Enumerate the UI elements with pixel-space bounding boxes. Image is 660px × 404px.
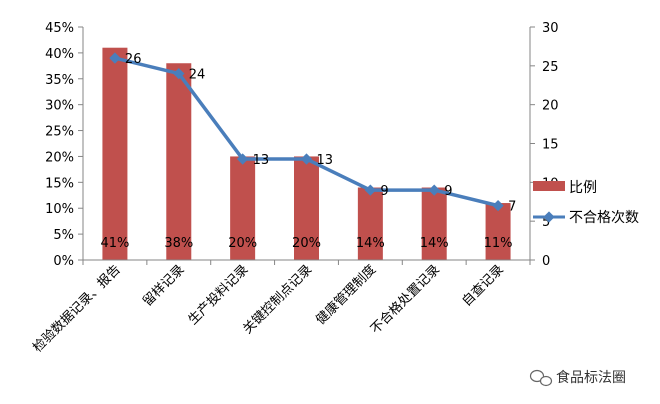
bar: [357, 187, 383, 260]
right-tick-label: 25: [542, 60, 559, 75]
left-tick-label: 35%: [45, 73, 74, 88]
right-tick-label: 5: [542, 215, 550, 230]
line-value-label: 9: [444, 184, 452, 199]
bar: [485, 203, 511, 260]
left-tick-label: 25%: [45, 125, 74, 140]
bar: [421, 187, 447, 260]
category-label: 留样记录: [140, 262, 187, 309]
line-value-label: 26: [125, 52, 142, 67]
category-labels: 检验数据记录、报告 留样记录生产投料记录关键控制点记录健康管理制度不合格处置记录自…: [30, 262, 507, 356]
wechat-icon: [529, 369, 553, 387]
line-point: [428, 184, 440, 196]
bar-value-label: 41%: [100, 236, 129, 251]
bar-value-label: 11%: [484, 236, 513, 251]
line-value-label: 13: [317, 153, 334, 168]
right-tick-label: 15: [542, 138, 559, 153]
category-label: 关键控制点记录: [240, 262, 315, 337]
watermark: 食品标法圈: [529, 369, 626, 387]
right-tick-label: 30: [542, 21, 559, 36]
left-tick-label: 20%: [45, 150, 74, 165]
data-labels: 41% 38% 20% 20% 14% 14% 11% 26 24 13 13 9 9 7: [100, 52, 516, 251]
category-label: 生产投料记录: [185, 262, 251, 328]
line-point: [364, 184, 377, 196]
line-point: [300, 153, 313, 165]
legend-label-ratio: 比例: [569, 180, 597, 196]
bar-value-label: 38%: [164, 236, 193, 251]
bar: [294, 156, 319, 260]
line-point: [236, 153, 249, 165]
line-value-label: 13: [253, 153, 270, 168]
left-tick-label: 0%: [53, 254, 74, 269]
right-tick-label: 0: [542, 254, 550, 269]
line-value-label: 24: [189, 68, 206, 83]
bar: [102, 47, 128, 260]
category-label: 健康管理制度: [313, 262, 379, 328]
left-tick-label: 10%: [45, 202, 74, 217]
bar: [230, 156, 256, 260]
bar-value-label: 14%: [420, 236, 449, 251]
line-value-label: 9: [380, 184, 388, 199]
bars: [102, 47, 511, 260]
left-tick-label: 15%: [45, 176, 74, 191]
bar: [166, 63, 192, 260]
bar-value-label: 20%: [228, 236, 257, 251]
bar-value-label: 20%: [292, 236, 321, 251]
left-tick-label: 45%: [45, 21, 74, 36]
left-tick-label: 5%: [53, 228, 74, 243]
category-label: 自查记录: [460, 262, 507, 309]
bar-value-label: 14%: [356, 236, 385, 251]
legend-label-count: 不合格次数: [569, 210, 639, 226]
legend: 比例 不合格次数: [533, 180, 639, 226]
legend-swatch-count-marker: [543, 211, 555, 223]
line-value-label: 7: [508, 200, 516, 215]
line-point: [109, 52, 121, 64]
category-label: 检验数据记录、报告: [30, 262, 124, 356]
right-tick-label: 20: [542, 99, 559, 114]
watermark-text: 食品标法圈: [556, 369, 626, 386]
legend-swatch-ratio: [533, 181, 565, 191]
left-tick-label: 30%: [45, 99, 74, 114]
left-tick-label: 40%: [45, 47, 74, 62]
line-point: [492, 199, 504, 212]
